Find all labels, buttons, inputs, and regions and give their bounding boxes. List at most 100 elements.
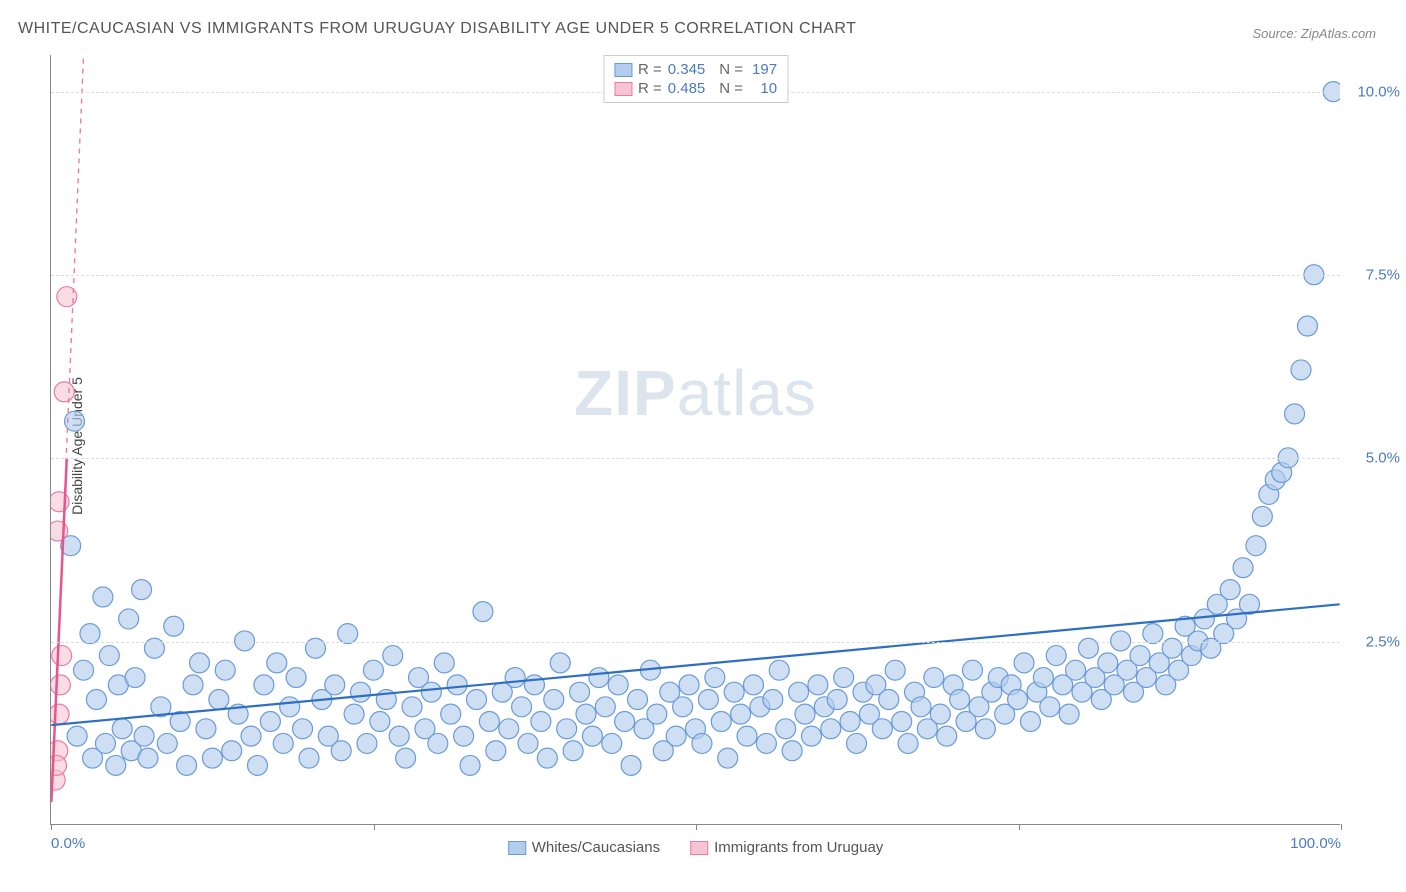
data-point — [247, 755, 267, 775]
data-point — [582, 726, 602, 746]
data-point — [389, 726, 409, 746]
data-point — [621, 755, 641, 775]
data-point — [134, 726, 154, 746]
data-point — [222, 741, 242, 761]
data-point — [537, 748, 557, 768]
data-point — [54, 382, 74, 402]
legend-r-value: 0.485 — [668, 80, 706, 97]
legend-row: R =0.345N =197 — [614, 60, 777, 79]
chart-title: WHITE/CAUCASIAN VS IMMIGRANTS FROM URUGU… — [18, 20, 856, 38]
data-point — [827, 690, 847, 710]
data-point — [52, 646, 72, 666]
data-point — [1008, 690, 1028, 710]
data-point — [1143, 624, 1163, 644]
data-point — [67, 726, 87, 746]
data-point — [737, 726, 757, 746]
data-point — [724, 682, 744, 702]
data-point — [834, 668, 854, 688]
legend-row: R =0.485N =10 — [614, 79, 777, 98]
data-point — [544, 690, 564, 710]
data-point — [892, 711, 912, 731]
legend-r-value: 0.345 — [668, 61, 706, 78]
data-point — [370, 711, 390, 731]
data-point — [209, 690, 229, 710]
data-point — [351, 682, 371, 702]
scatter-svg — [51, 55, 1340, 824]
data-point — [363, 660, 383, 680]
data-point — [112, 719, 132, 739]
data-point — [505, 668, 525, 688]
data-point — [267, 653, 287, 673]
data-point — [473, 602, 493, 622]
data-point — [202, 748, 222, 768]
data-point — [106, 755, 126, 775]
x-tick — [51, 824, 52, 830]
data-point — [711, 711, 731, 731]
gridline — [51, 458, 1340, 459]
data-point — [466, 690, 486, 710]
data-point — [840, 711, 860, 731]
data-point — [280, 697, 300, 717]
data-point — [80, 624, 100, 644]
data-point — [1033, 668, 1053, 688]
data-point — [1233, 558, 1253, 578]
legend-correlation: R =0.345N =197R =0.485N =10 — [603, 55, 788, 103]
data-point — [602, 733, 622, 753]
data-point — [698, 690, 718, 710]
data-point — [215, 660, 235, 680]
x-tick-label: 0.0% — [51, 835, 85, 852]
data-point — [383, 646, 403, 666]
data-point — [647, 704, 667, 724]
gridline — [51, 642, 1340, 643]
data-point — [1130, 646, 1150, 666]
legend-swatch — [690, 841, 708, 855]
data-point — [679, 675, 699, 695]
data-point — [557, 719, 577, 739]
data-point — [273, 733, 293, 753]
data-point — [789, 682, 809, 702]
data-point — [608, 675, 628, 695]
data-point — [325, 675, 345, 695]
legend-n-label: N = — [719, 80, 743, 97]
data-point — [1014, 653, 1034, 673]
data-point — [1285, 404, 1305, 424]
legend-item: Whites/Caucasians — [508, 839, 660, 856]
data-point — [344, 704, 364, 724]
data-point — [615, 711, 635, 731]
legend-swatch — [508, 841, 526, 855]
data-point — [1246, 536, 1266, 556]
data-point — [338, 624, 358, 644]
data-point — [396, 748, 416, 768]
data-point — [357, 733, 377, 753]
legend-n-value: 197 — [749, 61, 777, 78]
y-tick-label: 2.5% — [1366, 633, 1400, 650]
data-point — [718, 748, 738, 768]
data-point — [95, 733, 115, 753]
data-point — [801, 726, 821, 746]
legend-label: Whites/Caucasians — [532, 839, 660, 856]
data-point — [673, 697, 693, 717]
data-point — [177, 755, 197, 775]
legend-swatch — [614, 63, 632, 77]
data-point — [454, 726, 474, 746]
data-point — [595, 697, 615, 717]
data-point — [460, 755, 480, 775]
data-point — [1066, 660, 1086, 680]
plot-area: ZIPatlas R =0.345N =197R =0.485N =10 Whi… — [50, 55, 1340, 825]
legend-item: Immigrants from Uruguay — [690, 839, 883, 856]
data-point — [563, 741, 583, 761]
data-point — [1297, 316, 1317, 336]
trend-line — [51, 604, 1339, 725]
data-point — [1040, 697, 1060, 717]
data-point — [499, 719, 519, 739]
data-point — [911, 697, 931, 717]
data-point — [795, 704, 815, 724]
data-point — [331, 741, 351, 761]
data-point — [847, 733, 867, 753]
y-tick-label: 7.5% — [1366, 267, 1400, 284]
data-point — [93, 587, 113, 607]
data-point — [872, 719, 892, 739]
data-point — [776, 719, 796, 739]
data-point — [74, 660, 94, 680]
data-point — [402, 697, 422, 717]
